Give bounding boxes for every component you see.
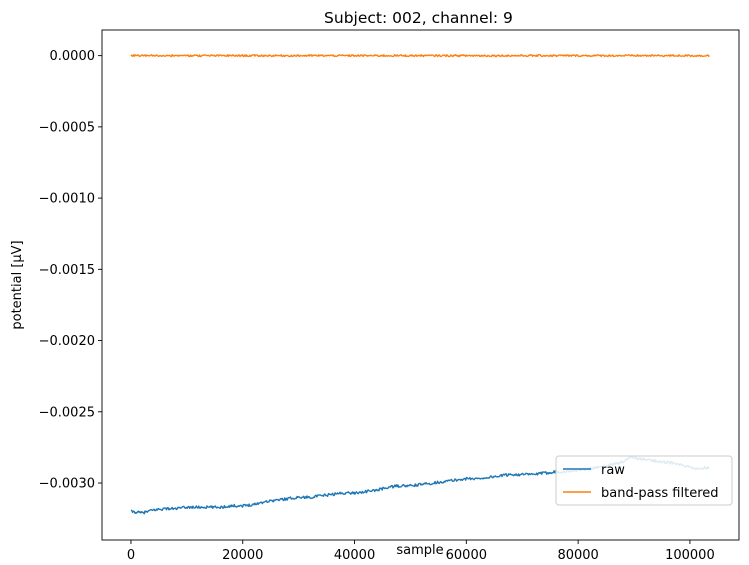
y-tick-label: −0.0015 xyxy=(39,263,95,278)
x-axis-label: sample xyxy=(396,543,443,558)
x-tick-label: 20000 xyxy=(222,548,263,563)
series-line-band-pass-filtered xyxy=(130,54,710,58)
y-tick-label: 0.0000 xyxy=(50,49,96,64)
x-tick-label: 60000 xyxy=(446,548,487,563)
plot-area xyxy=(102,30,739,540)
y-tick-label: −0.0030 xyxy=(39,477,95,492)
y-tick-label: −0.0010 xyxy=(39,192,95,207)
x-axis: 0 20000 40000 60000 80000 100000 xyxy=(127,540,715,563)
x-tick-label: 100000 xyxy=(665,548,715,563)
legend-label-band-pass-filtered: band-pass filtered xyxy=(601,486,719,501)
legend-frame xyxy=(555,455,733,506)
x-tick-label: 40000 xyxy=(334,548,375,563)
legend: raw band-pass filtered xyxy=(555,455,733,506)
y-tick-label: −0.0025 xyxy=(39,405,95,420)
x-tick-label: 80000 xyxy=(557,548,598,563)
legend-label-raw: raw xyxy=(601,463,625,478)
y-axis: 0.0000 −0.0005 −0.0010 −0.0015 −0.0020 −0.002… xyxy=(39,49,102,492)
plot-frame xyxy=(101,29,740,541)
y-axis-label: potential [µV] xyxy=(10,240,25,329)
x-tick-label: 0 xyxy=(127,548,135,563)
y-tick-label: −0.0020 xyxy=(39,334,95,349)
y-tick-label: −0.0005 xyxy=(39,120,95,135)
chart-title: Subject: 002, channel: 9 xyxy=(324,9,513,27)
